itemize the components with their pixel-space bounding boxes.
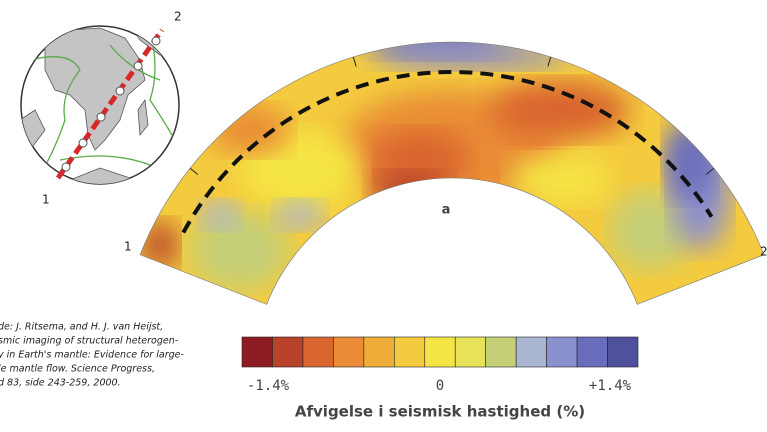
colorbar-max-label: +1.4% — [589, 378, 632, 394]
caption-line: le mantle flow. Science Progress, — [0, 364, 155, 375]
caption: de: J. Ritsema, and H. J. van Heijst, sm… — [0, 322, 184, 389]
colorbar-mid-label: 0 — [436, 378, 444, 394]
caption-line: de: J. Ritsema, and H. J. van Heijst, — [0, 322, 163, 333]
colorbar-title: Afvigelse i seismisk hastighed (%) — [295, 403, 585, 421]
colorbar-swatch — [303, 337, 333, 367]
colorbar-swatch — [394, 337, 424, 367]
colorbar-swatch — [425, 337, 455, 367]
globe-start-label: 1 — [42, 193, 50, 207]
colorbar — [242, 337, 638, 367]
figure: 1 2 1 2 a de: J. Ritsema, and H. J. van … — [0, 0, 767, 428]
colorbar-swatch — [486, 337, 516, 367]
colorbar-swatch — [272, 337, 302, 367]
colorbar-min-label: -1.4% — [247, 378, 290, 394]
anomaly-patch — [510, 155, 610, 205]
anomaly-patch — [490, 80, 630, 140]
globe: 1 2 — [20, 10, 185, 207]
anomaly-patch — [370, 41, 570, 69]
mantle-section — [100, 22, 767, 390]
section-start-label: 1 — [124, 240, 132, 254]
caption-line: y in Earth's mantle: Evidence for large- — [0, 350, 184, 361]
anomaly-patch — [200, 200, 240, 230]
panel-label: a — [442, 203, 451, 218]
colorbar-swatch — [608, 337, 638, 367]
caption-line: d 83, side 243-259, 2000. — [0, 378, 121, 389]
section-end-label: 2 — [760, 245, 767, 259]
globe-end-label: 2 — [174, 10, 182, 24]
colorbar-swatch — [547, 337, 577, 367]
colorbar-swatch — [577, 337, 607, 367]
colorbar-swatch — [242, 337, 272, 367]
colorbar-swatch — [364, 337, 394, 367]
colorbar-swatch — [516, 337, 546, 367]
anomaly-patch — [370, 172, 450, 208]
colorbar-swatch — [333, 337, 363, 367]
colorbar-swatch — [455, 337, 485, 367]
caption-line: smic imaging of structural heterogen- — [0, 336, 179, 347]
anomaly-patch — [275, 200, 325, 230]
